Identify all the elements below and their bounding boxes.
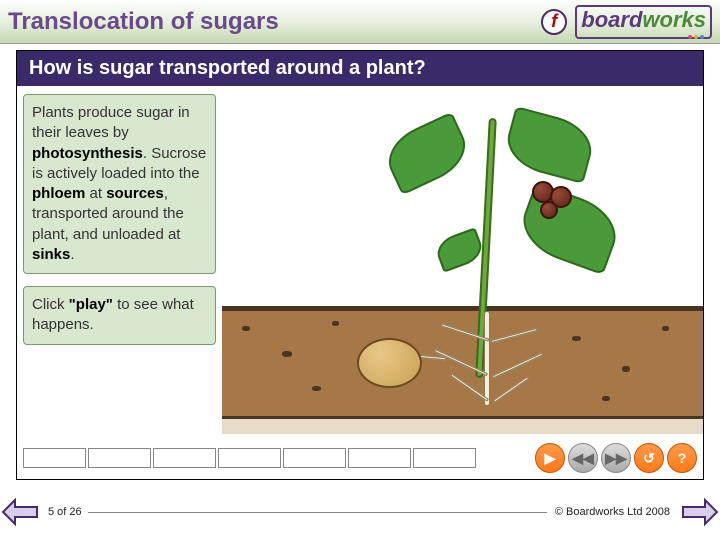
t1l5: loaded into the [101,165,199,182]
header-bar: Translocation of sugars f boardworks [0,0,720,44]
t2a: Click [32,296,69,313]
logo-text-works: works [642,7,706,33]
logo-text-board: board [581,7,642,33]
ffwd-icon: ▶▶ [605,450,627,467]
copyright-text: © Boardworks Ltd 2008 [555,506,670,518]
plant-diagram [222,86,703,444]
rewind-button[interactable]: ◀◀ [568,443,598,473]
progress-cell [23,448,86,468]
t1-phloem: phloem [32,185,85,202]
progress-cell [153,448,216,468]
root-icon [484,311,490,406]
soil-fleck-icon [312,386,321,391]
t1l9b: . [70,246,74,263]
t1-sources: sources [106,185,164,202]
soil-fleck-icon [662,326,669,331]
tuber-icon [357,338,422,388]
next-slide-button[interactable] [678,495,720,529]
berry-icon [540,201,558,219]
page-title: Translocation of sugars [8,8,541,36]
instruction-text-box: Click "play" to see what happens. [23,286,216,345]
soil-fleck-icon [282,351,292,357]
t1l6e: , [164,185,168,202]
t1-photosynthesis: photosynthesis [32,145,143,162]
content-frame: How is sugar transported around a plant?… [16,50,704,480]
progress-cell [413,448,476,468]
page-counter: 5 of 26 [48,506,82,518]
progress-cell [283,448,346,468]
fast-forward-button[interactable]: ▶▶ [601,443,631,473]
info-text-box: Plants produce sugar in their leaves by … [23,94,216,274]
t1l7: transported around [32,205,159,222]
boardworks-logo: boardworks [575,5,712,39]
t1l6m: at [85,185,106,202]
text-panel: Plants produce sugar in their leaves by … [17,86,222,444]
help-button[interactable]: ? [667,443,697,473]
reset-button[interactable]: ↺ [634,443,664,473]
t1-sinks: sinks [32,246,70,263]
soil-fleck-icon [622,366,630,372]
arrow-right-icon [679,496,719,528]
footer-divider [88,512,547,513]
t1l3b: . [143,145,147,162]
prev-slide-button[interactable] [0,495,42,529]
rewind-icon: ◀◀ [572,450,594,467]
t2b: to see [113,296,158,313]
footer-bar: 5 of 26 © Boardworks Ltd 2008 [0,490,720,534]
subsoil-region [222,416,703,434]
soil-fleck-icon [572,336,581,341]
t1l1: Plants produce [32,104,132,121]
play-button[interactable]: ▶ [535,443,565,473]
main-area: Plants produce sugar in their leaves by … [17,86,703,444]
play-icon: ▶ [545,450,556,467]
flash-icon: f [541,9,567,35]
t1l9a: unloaded at [102,226,180,243]
soil-fleck-icon [602,396,610,401]
progress-cell [218,448,281,468]
sky-region [222,86,703,306]
progress-cell [88,448,151,468]
progress-cell [348,448,411,468]
soil-fleck-icon [332,321,339,326]
soil-fleck-icon [242,326,250,331]
question-heading: How is sugar transported around a plant? [17,51,703,86]
t2-play: "play" [69,296,113,313]
arrow-left-icon [1,496,41,528]
t1l3a: by [113,124,129,141]
logo-dots-icon [688,35,704,39]
reset-icon: ↺ [643,450,655,467]
help-icon: ? [678,450,687,466]
playback-controls: ▶ ◀◀ ▶▶ ↺ ? [17,441,703,475]
